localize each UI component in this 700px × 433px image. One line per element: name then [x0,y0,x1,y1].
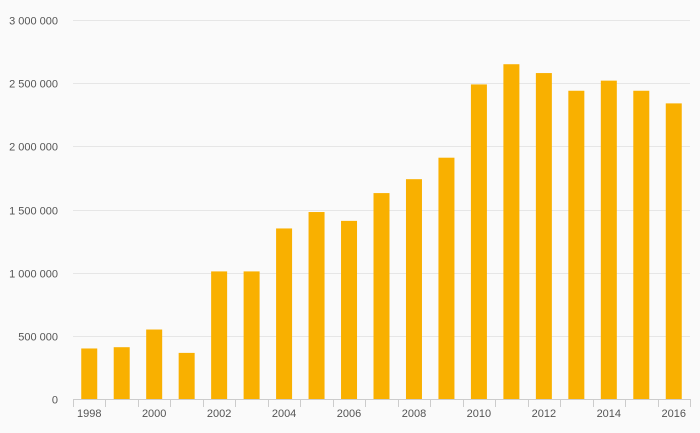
y-tick-label: 3 000 000 [9,16,58,28]
y-tick-label: 500 000 [18,332,58,344]
bar-2003 [243,271,260,399]
bar-2011 [503,64,520,399]
bar-2001 [178,352,195,399]
x-axis-tick-labels: 1998 2000 2002 2004 2006 2008 2010 2012 2014 2016 [77,408,686,420]
x-tick-label: 2012 [532,408,556,420]
y-tick-label: 1 500 000 [9,206,58,218]
y-tick-label: 2 000 000 [9,142,58,154]
bar-2016 [665,103,682,399]
x-tick-label: 2010 [467,408,491,420]
y-tick-label: 2 500 000 [9,79,58,91]
x-axis [73,399,691,407]
x-tick-label: 2014 [597,408,621,420]
bar-2014 [600,80,617,399]
x-tick-label: 2002 [207,408,231,420]
x-tick-label: 2004 [272,408,296,420]
bar-2010 [470,84,487,400]
x-tick-label: 2006 [337,408,361,420]
bar-2002 [211,271,228,399]
bar-2015 [633,90,650,399]
bar-2013 [568,90,585,399]
bar-2006 [341,220,358,399]
bar-2005 [308,212,325,399]
y-tick-label: 0 [52,395,58,407]
bar-2000 [146,329,163,399]
x-tick-label: 2000 [142,408,166,420]
y-tick-label: 1 000 000 [9,269,58,281]
bar-2007 [373,193,390,399]
x-tick-label: 1998 [77,408,101,420]
bar-1999 [113,347,130,399]
bars [81,64,682,400]
bar-2009 [438,157,455,399]
x-tick-label: 2016 [662,408,686,420]
bar-2008 [405,179,422,399]
bar-2012 [535,73,552,399]
bar-2004 [276,228,293,399]
bar-1998 [81,348,98,399]
y-axis-tick-labels: 0 500 000 1 000 000 1 500 000 2 000 000 2 500… [9,16,58,407]
x-tick-label: 2008 [402,408,426,420]
